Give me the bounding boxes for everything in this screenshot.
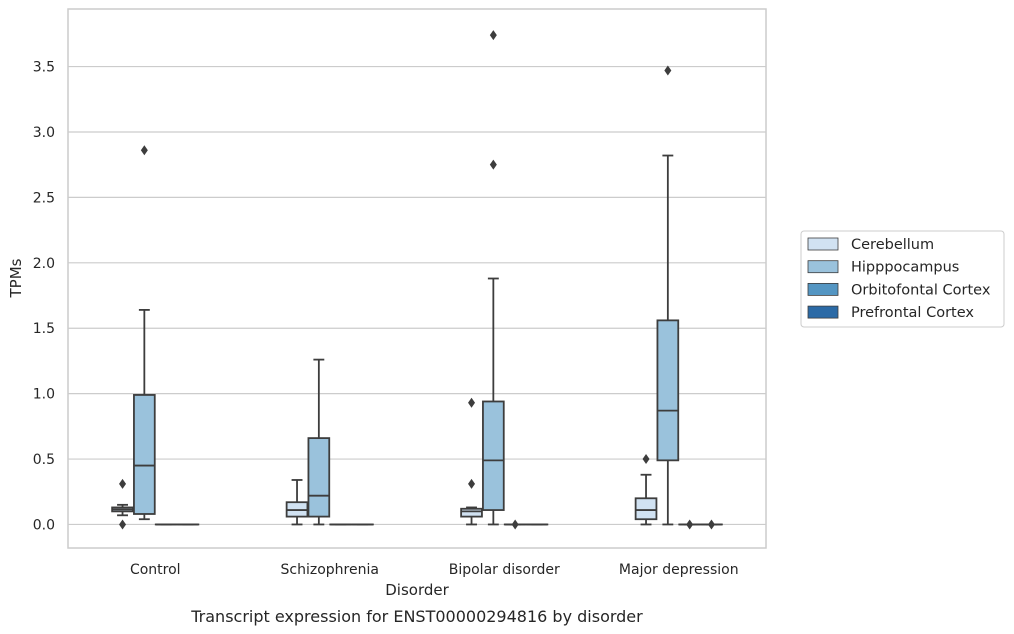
box-body [634,497,658,521]
legend-frame [800,230,1005,328]
outlier-point [707,519,715,530]
legend-label: Hipppocampus [851,260,959,276]
outlier-point [664,65,672,76]
x-tick-label: Bipolar disorder [449,562,560,578]
box-body [460,507,483,518]
y-tick-label: 0.5 [33,452,55,468]
y-tick-label: 3.0 [33,125,55,141]
box-hipppocampus [656,65,680,526]
legend-swatch [807,305,839,319]
y-axis-label: TPMs [7,258,25,298]
x-tick-label: Control [130,562,181,578]
box-hipppocampus [133,145,156,521]
y-tick-label: 0.0 [33,517,55,533]
x-tick-label: Major depression [619,562,739,578]
outlier-point [511,519,519,530]
y-tick-labels: 0.0 0.5 1.0 1.5 2.0 2.5 3.0 3.5 [33,60,55,534]
outlier-point [140,145,148,156]
boxes-layer [111,30,723,530]
y-tick-label: 2.5 [33,190,55,206]
legend: Cerebellum Hipppocampus Orbitofontal Corte… [800,230,1005,328]
outlier-point [686,519,694,530]
box-orbitofontal-cortex [678,519,701,530]
plot-frame [67,8,767,549]
box-body [307,437,331,518]
box-hipppocampus [307,358,331,526]
outlier-point [489,159,497,170]
chart-caption: Transcript expression for ENST0000029481… [190,607,643,626]
outlier-point [468,397,476,408]
box-prefrontal-cortex [700,519,723,530]
box-cerebellum [634,454,658,526]
y-tick-label: 2.0 [33,256,55,272]
box-hipppocampus [482,30,505,526]
outlier-point [642,454,650,465]
legend-label: Prefrontal Cortex [851,305,974,321]
legend-swatch [807,237,839,251]
box-cerebellum [285,479,309,526]
outlier-point [119,519,127,530]
legend-label: Orbitofontal Cortex [851,282,991,298]
outlier-point [489,30,497,41]
y-tick-label: 1.0 [33,387,55,403]
y-tick-label: 1.5 [33,321,55,337]
box-orbitofontal-cortex [503,519,527,530]
legend-swatch [807,282,839,296]
box-cerebellum [460,397,483,526]
outlier-point [468,478,476,489]
box-body [133,394,156,515]
outlier-point [119,478,127,489]
y-tick-label: 3.5 [33,60,55,76]
legend-label: Cerebellum [851,237,934,253]
x-tick-labels: Control Schizophrenia Bipolar disorder Majo… [130,562,739,578]
x-axis-label: Disorder [385,581,449,599]
box-body [656,319,680,462]
box-body [482,400,505,511]
legend-swatch [807,260,839,274]
x-tick-label: Schizophrenia [281,562,379,578]
gridlines [68,65,766,526]
box-cerebellum [111,478,134,530]
